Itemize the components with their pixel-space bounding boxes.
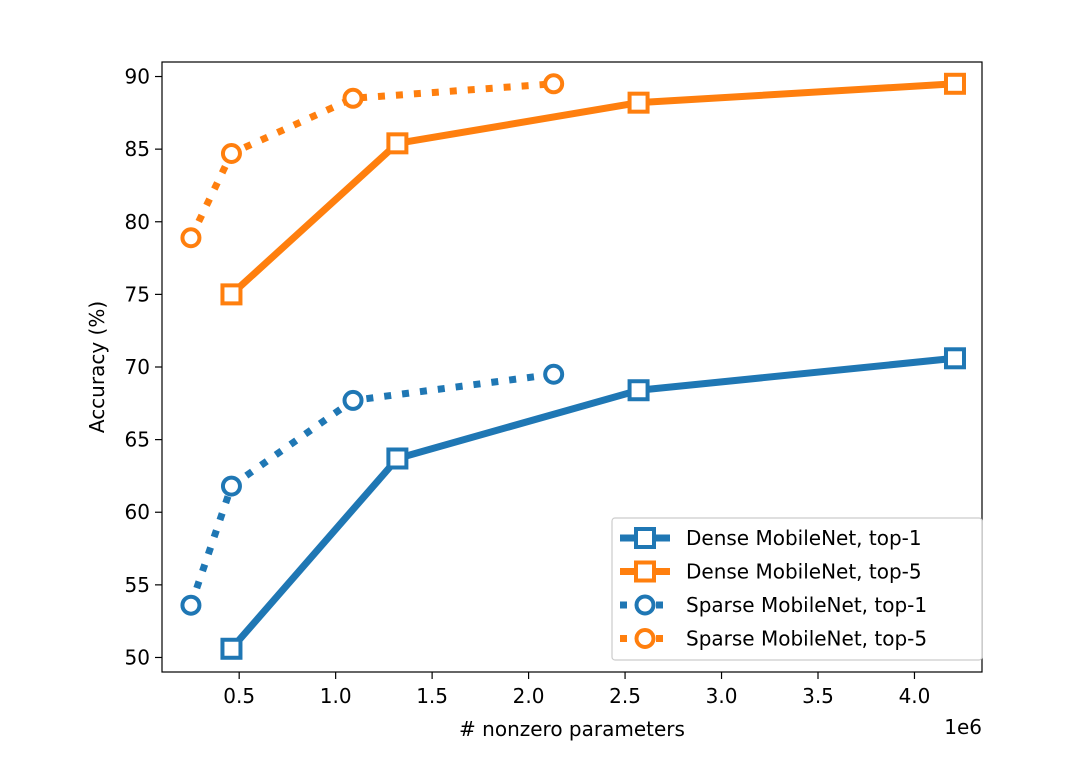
y-axis: 50 55 60 65 70 75 80 85 90 (125, 65, 162, 669)
legend-marker (634, 527, 656, 549)
series-line (187, 80, 554, 240)
data-point (220, 283, 243, 306)
series-dense-mobilenet-top-5 (220, 72, 966, 306)
x-tick-label: 3.0 (706, 684, 738, 708)
legend-label: Dense MobileNet, top-5 (686, 560, 922, 584)
legend-marker (634, 560, 656, 583)
data-point (180, 594, 202, 616)
y-tick-label: 55 (125, 573, 150, 597)
data-point (543, 363, 565, 385)
legend-item-sparse-mobilenet-top-1: Sparse MobileNet, top-1 (620, 593, 927, 617)
legend-marker (634, 628, 656, 649)
y-tick-label: 80 (125, 210, 150, 234)
data-point (943, 72, 966, 95)
legend-label: Sparse MobileNet, top-5 (686, 627, 927, 651)
data-point (943, 347, 966, 370)
data-point (543, 73, 565, 95)
y-tick-label: 85 (125, 137, 150, 161)
data-point (220, 143, 242, 164)
series-sparse-mobilenet-top-1 (180, 363, 565, 616)
legend-item-dense-mobilenet-top-5: Dense MobileNet, top-5 (620, 560, 922, 584)
y-tick-label: 65 (125, 428, 150, 452)
x-tick-label: 2.5 (609, 684, 641, 708)
series-line (187, 370, 555, 607)
series-sparse-mobilenet-top-5 (180, 73, 565, 249)
y-axis-label: Accuracy (%) (85, 301, 109, 433)
x-axis: 0.5 1.0 1.5 2.0 2.5 3.0 3.5 4.0 (223, 672, 930, 708)
data-point (342, 389, 364, 411)
data-point (386, 447, 409, 470)
data-point (220, 475, 242, 497)
x-tick-label: 3.5 (802, 684, 834, 708)
series-line (229, 80, 956, 297)
legend-item-sparse-mobilenet-top-5: Sparse MobileNet, top-5 (620, 627, 927, 651)
data-point (627, 379, 650, 402)
x-tick-label: 2.0 (513, 684, 545, 708)
plot-marks (180, 72, 966, 660)
legend: Dense MobileNet, top-1 Dense MobileNet, t… (611, 517, 983, 661)
legend-label: Dense MobileNet, top-1 (686, 526, 922, 550)
y-tick-label: 75 (125, 282, 150, 306)
x-tick-label: 1.5 (416, 684, 448, 708)
legend-box (611, 517, 983, 661)
series-dense-mobilenet-top-1 (220, 347, 966, 660)
data-point (180, 227, 202, 249)
data-point (627, 91, 650, 114)
y-tick-label: 70 (125, 355, 150, 379)
legend-marker (634, 594, 656, 616)
x-tick-label: 1.0 (320, 684, 352, 708)
x-tick-label: 0.5 (223, 684, 255, 708)
x-axis-label: # nonzero parameters (459, 717, 685, 741)
data-point (386, 132, 409, 155)
legend-label: Sparse MobileNet, top-1 (686, 593, 927, 617)
y-tick-label: 50 (125, 645, 150, 669)
y-tick-label: 60 (125, 500, 150, 524)
series-line (228, 354, 956, 652)
x-axis-offset-label: 1e6 (944, 715, 982, 739)
y-tick-label: 90 (125, 65, 150, 89)
x-tick-label: 4.0 (899, 684, 931, 708)
data-point (220, 637, 243, 660)
legend-item-dense-mobilenet-top-1: Dense MobileNet, top-1 (620, 526, 922, 550)
data-point (342, 87, 364, 109)
